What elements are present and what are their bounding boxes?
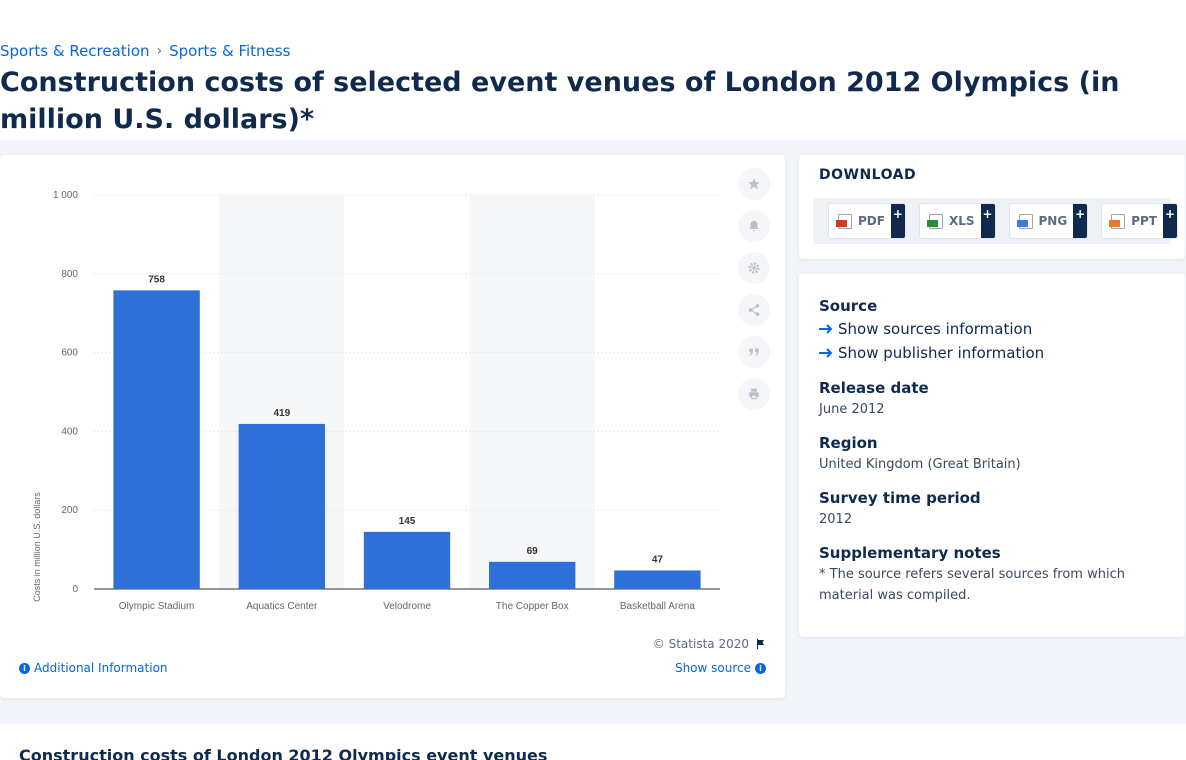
category-band <box>469 195 595 589</box>
bar <box>238 423 325 589</box>
xls-label: XLS <box>948 214 975 228</box>
header-band <box>0 0 1186 140</box>
additional-information-link[interactable]: i Additional Information <box>19 661 168 675</box>
statistic-info-card: Source Show sources information Show pub… <box>799 274 1185 637</box>
flag-icon[interactable] <box>755 638 767 650</box>
release-date-value: June 2012 <box>819 402 885 417</box>
x-tick-label: Velodrome <box>383 601 431 612</box>
data-label: 758 <box>148 274 165 285</box>
chart-toolbar <box>738 168 772 420</box>
pdf-label: PDF <box>858 214 885 228</box>
download-card: DOWNLOAD PDF + XLS + PNG + PPT + <box>799 155 1185 259</box>
download-xls-button[interactable]: XLS + <box>918 203 996 239</box>
release-date-heading: Release date <box>819 379 929 397</box>
show-sources-label: Show sources information <box>838 320 1033 338</box>
arrow-right-icon <box>819 348 833 358</box>
bar <box>489 561 576 589</box>
y-tick-label: 0 <box>72 584 78 595</box>
show-source-label: Show source <box>674 661 751 675</box>
info-icon: i <box>19 662 30 674</box>
xls-plus-icon[interactable]: + <box>980 204 995 238</box>
description-card: Construction costs of London 2012 Olympi… <box>0 724 1186 760</box>
breadcrumb: Sports & Recreation › Sports & Fitness <box>0 42 290 60</box>
y-tick-label: 200 <box>61 505 78 516</box>
settings-gear-icon[interactable] <box>738 252 770 284</box>
data-label: 419 <box>273 408 290 419</box>
bar <box>363 531 451 589</box>
data-label: 69 <box>527 546 539 557</box>
pdf-file-icon <box>836 213 852 229</box>
copyright-text: © Statista 2020 <box>652 637 749 651</box>
source-heading: Source <box>819 297 878 315</box>
bar-chart: Costs in million U.S. dollars 0 200 400 600… <box>32 190 720 612</box>
supplementary-notes-heading: Supplementary notes <box>819 544 1001 562</box>
y-tick-label: 600 <box>61 348 78 359</box>
png-file-icon <box>1016 213 1033 229</box>
ppt-label: PPT <box>1131 214 1157 228</box>
show-publisher-link[interactable]: Show publisher information <box>819 344 1044 362</box>
notification-bell-icon[interactable] <box>738 210 770 242</box>
show-source-link[interactable]: Show source i <box>675 661 766 675</box>
y-tick-label: 800 <box>61 269 78 280</box>
ppt-plus-icon[interactable]: + <box>1162 204 1177 238</box>
breadcrumb-separator-icon: › <box>156 43 163 59</box>
download-title: DOWNLOAD <box>819 167 917 183</box>
x-tick-label: Basketball Arena <box>620 601 695 612</box>
survey-period-value: 2012 <box>819 512 853 527</box>
ppt-file-icon <box>1109 213 1126 229</box>
region-heading: Region <box>819 434 878 452</box>
data-label: 145 <box>399 516 416 527</box>
x-tick-label: Olympic Stadium <box>119 601 195 612</box>
pdf-plus-icon[interactable]: + <box>890 204 905 238</box>
download-png-button[interactable]: PNG + <box>1008 203 1089 239</box>
cite-quote-icon[interactable] <box>738 336 770 368</box>
breadcrumb-sports-recreation[interactable]: Sports & Recreation <box>0 42 150 60</box>
download-pdf-button[interactable]: PDF + <box>828 203 906 239</box>
bar <box>614 570 701 589</box>
region-value: United Kingdom (Great Britain) <box>819 457 1021 472</box>
arrow-right-icon <box>819 324 833 334</box>
info-icon: i <box>755 662 766 674</box>
copyright: © Statista 2020 <box>653 637 767 651</box>
y-axis-title: Costs in million U.S. dollars <box>32 492 42 602</box>
survey-period-heading: Survey time period <box>819 489 981 507</box>
favorite-star-icon[interactable] <box>738 168 770 200</box>
y-tick-label: 1 000 <box>53 190 78 201</box>
show-publisher-label: Show publisher information <box>838 344 1045 362</box>
additional-information-label: Additional Information <box>34 661 168 675</box>
page-title: Construction costs of selected event ven… <box>0 67 1120 135</box>
x-tick-label: The Copper Box <box>496 601 569 612</box>
xls-file-icon <box>926 213 943 229</box>
bar <box>113 290 200 589</box>
supplementary-notes-value: * The source refers several sources from… <box>819 567 1125 603</box>
description-title: Construction costs of London 2012 Olympi… <box>19 746 548 760</box>
print-icon[interactable] <box>738 378 770 410</box>
png-plus-icon[interactable]: + <box>1073 204 1088 238</box>
breadcrumb-sports-fitness[interactable]: Sports & Fitness <box>169 42 291 60</box>
download-ppt-button[interactable]: PPT + <box>1101 203 1178 239</box>
x-tick-label: Aquatics Center <box>246 601 318 612</box>
show-sources-link[interactable]: Show sources information <box>819 320 1032 338</box>
png-label: PNG <box>1038 214 1068 228</box>
chart-card: Costs in million U.S. dollars 0 200 400 600… <box>0 155 785 698</box>
data-label: 47 <box>652 554 664 565</box>
y-tick-label: 400 <box>61 426 78 437</box>
download-buttons: PDF + XLS + PNG + PPT + <box>813 198 1178 244</box>
share-icon[interactable] <box>738 294 770 326</box>
